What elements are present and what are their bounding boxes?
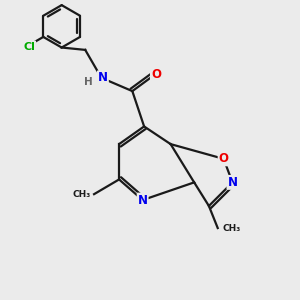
- Text: N: N: [138, 194, 148, 207]
- Text: CH₃: CH₃: [222, 224, 240, 232]
- Text: N: N: [227, 176, 237, 189]
- Text: Cl: Cl: [23, 41, 35, 52]
- Text: O: O: [151, 68, 161, 81]
- Text: CH₃: CH₃: [73, 190, 91, 199]
- Text: N: N: [98, 71, 108, 84]
- Text: H: H: [84, 77, 92, 87]
- Text: O: O: [219, 152, 229, 165]
